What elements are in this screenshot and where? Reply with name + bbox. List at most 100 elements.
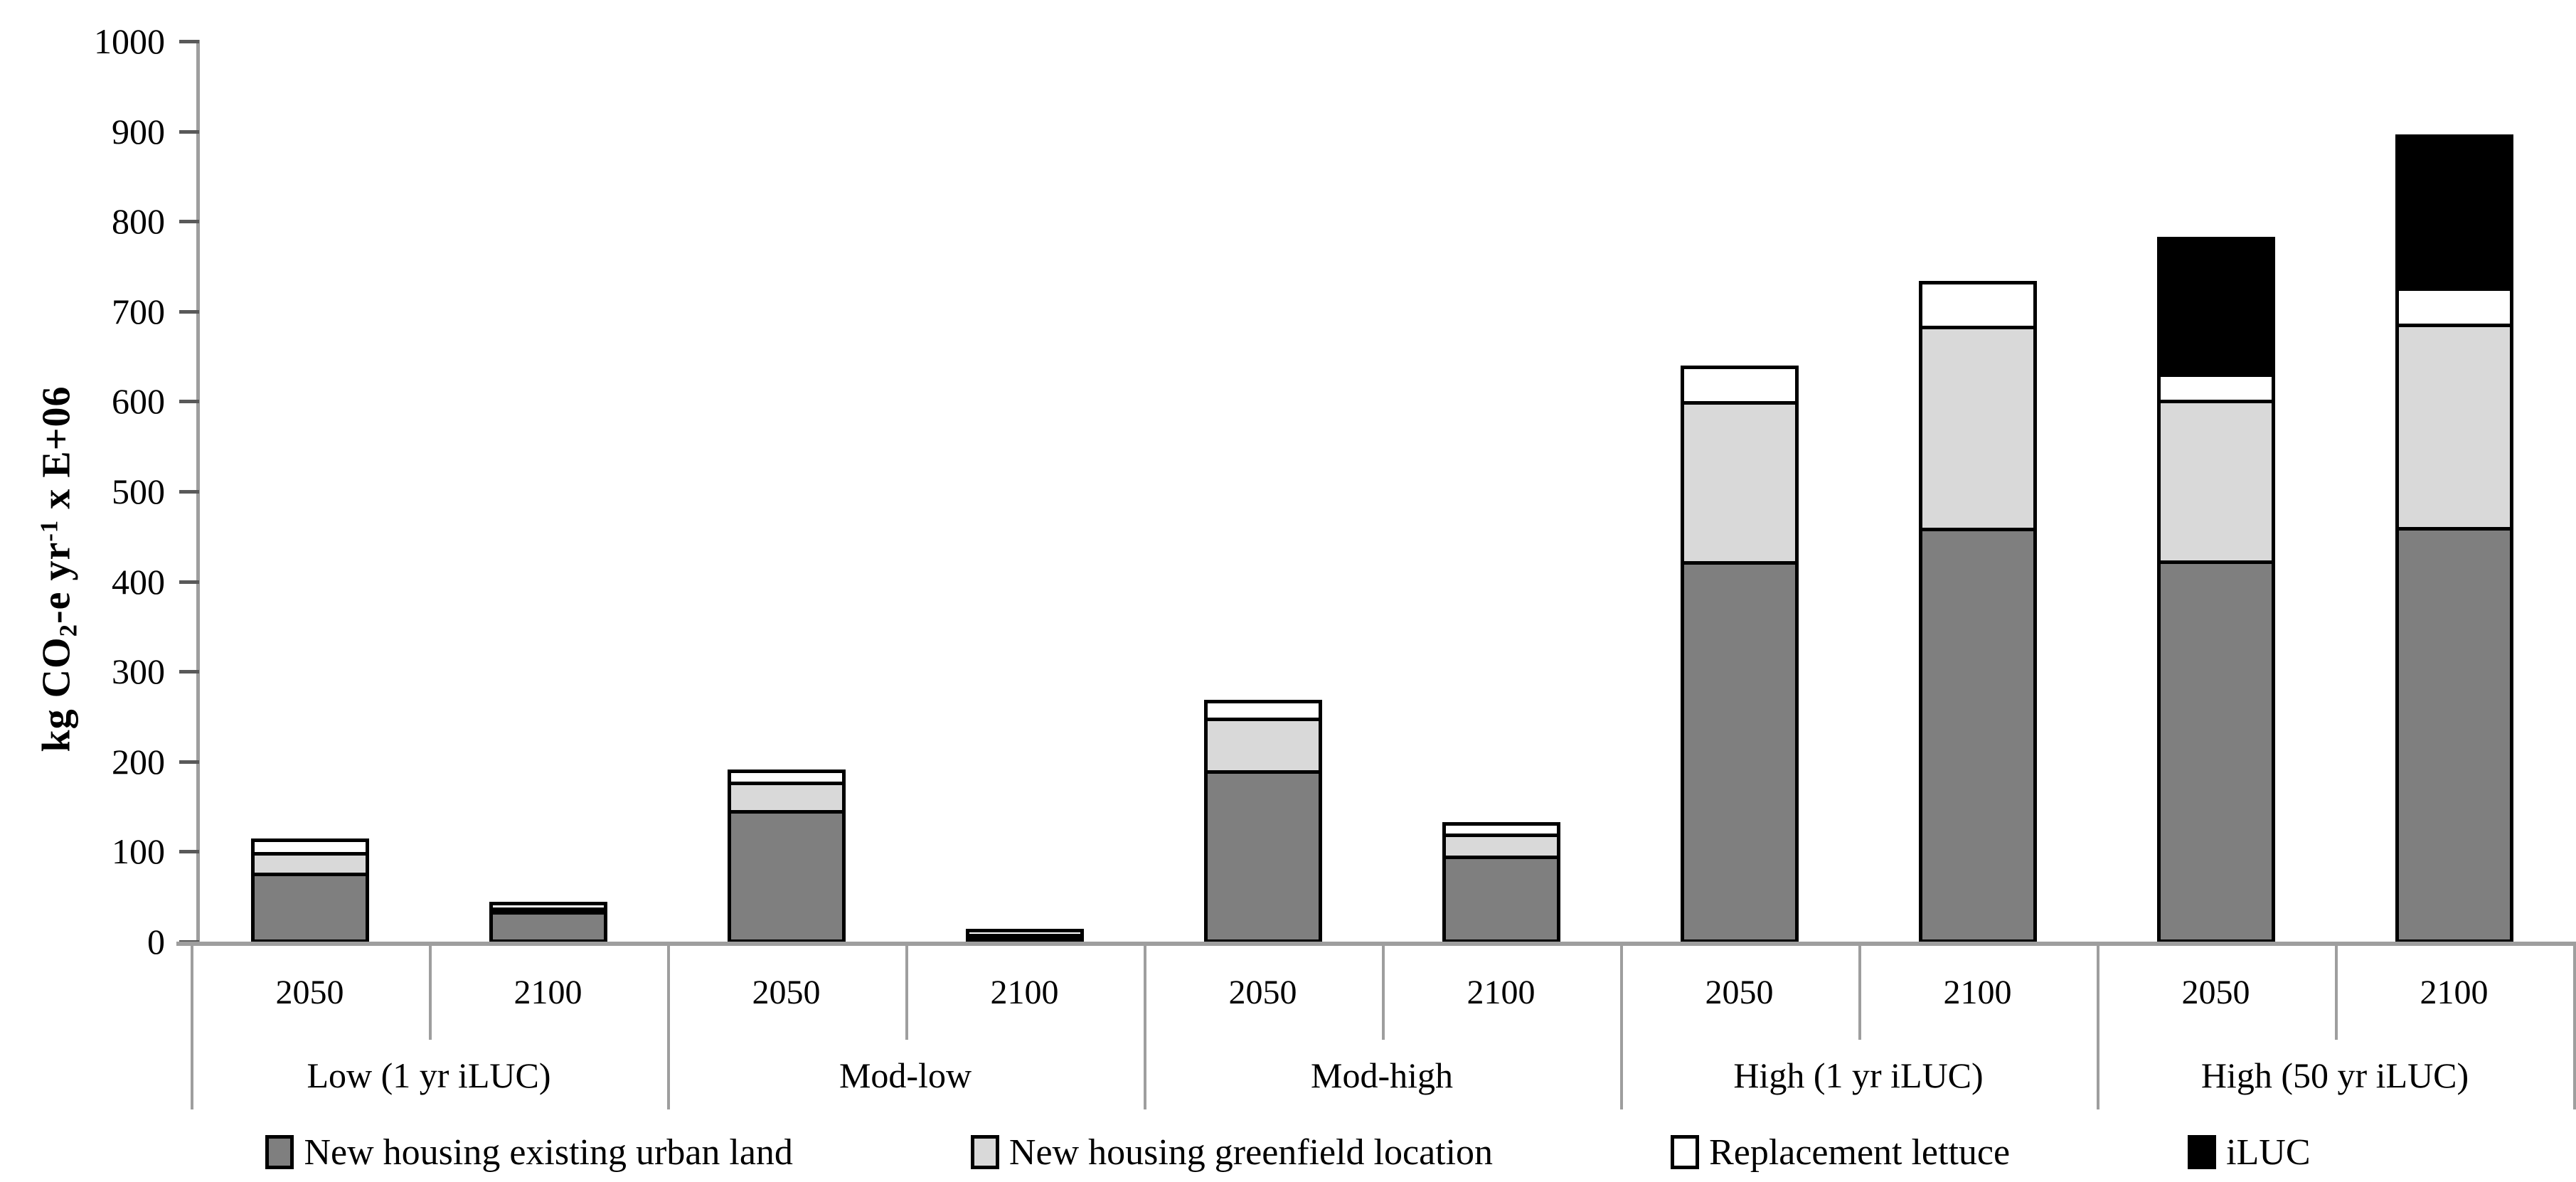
bar-high-1-yr-iluc--2100 xyxy=(1919,281,2037,943)
year-label: 2100 xyxy=(2420,974,2489,1011)
year-label: 2050 xyxy=(1705,974,1774,1011)
y-axis-tick-mark xyxy=(179,40,199,43)
bar-segment-greenfield xyxy=(2161,400,2272,561)
bar-segment-greenfield xyxy=(2399,324,2510,528)
group-label: Mod-high xyxy=(1311,1055,1453,1095)
y-axis-tick-label: 300 xyxy=(112,651,165,692)
bar-segment-replacement xyxy=(255,842,366,853)
bar-segment-existing xyxy=(969,937,1080,941)
y-axis-title-superscript: -1 xyxy=(35,519,63,542)
bar-segment-existing xyxy=(493,910,604,939)
year-separator xyxy=(429,942,432,1040)
y-axis-tick-label: 900 xyxy=(112,111,165,151)
legend-item-replacement: Replacement lettuce xyxy=(1671,1132,2010,1173)
y-axis-title-subscript: 2 xyxy=(54,624,83,637)
bar-segment-replacement xyxy=(1684,369,1795,402)
bar-segment-greenfield xyxy=(1922,325,2033,528)
bar-segment-greenfield xyxy=(493,907,604,911)
bar-segment-replacement xyxy=(2161,373,2272,400)
y-axis-tick-mark xyxy=(179,850,199,854)
legend-swatch-replacement xyxy=(1671,1135,1700,1169)
y-axis-tick-label: 700 xyxy=(112,291,165,331)
bar-segment-existing xyxy=(1208,770,1319,939)
bar-low-1-yr-iluc--2100 xyxy=(489,902,607,943)
legend-swatch-existing xyxy=(265,1135,294,1169)
y-axis-tick-mark xyxy=(179,580,199,584)
group-separator xyxy=(1620,942,1623,1109)
y-axis-tick-mark xyxy=(179,760,199,764)
y-axis-tick-mark xyxy=(179,309,199,314)
y-axis-tick-mark xyxy=(179,220,199,224)
y-axis-tick-mark xyxy=(179,490,199,494)
y-axis-tick-label: 100 xyxy=(112,831,165,872)
bar-segment-greenfield xyxy=(969,934,1080,937)
bar-mod-low-2100 xyxy=(966,929,1084,943)
y-axis-tick-mark xyxy=(179,400,199,404)
bar-segment-replacement xyxy=(1208,703,1319,718)
group-label: High (1 yr iLUC) xyxy=(1733,1055,1984,1095)
bar-segment-existing xyxy=(1446,855,1557,939)
year-label: 2100 xyxy=(1943,974,2012,1011)
y-axis-tick-label: 0 xyxy=(147,922,165,962)
year-label: 2050 xyxy=(2181,974,2250,1011)
y-axis-tick-label: 600 xyxy=(112,381,165,422)
bar-segment-greenfield xyxy=(255,852,366,873)
year-label: 2050 xyxy=(752,974,821,1011)
bar-segment-replacement xyxy=(731,773,842,782)
year-separator xyxy=(1858,942,1861,1040)
year-separator xyxy=(905,942,908,1040)
y-axis-tick-label: 1000 xyxy=(94,21,165,61)
legend-item-existing: New housing existing urban land xyxy=(265,1132,793,1173)
bar-segment-replacement xyxy=(969,932,1080,934)
group-separator xyxy=(1144,942,1146,1109)
bar-low-1-yr-iluc--2050 xyxy=(251,838,369,943)
group-label: Low (1 yr iLUC) xyxy=(307,1055,551,1095)
year-label: 2050 xyxy=(275,974,344,1011)
year-label: 2100 xyxy=(513,974,582,1011)
bar-segment-existing xyxy=(2161,560,2272,939)
legend-item-iluc: iLUC xyxy=(2188,1132,2311,1173)
bar-segment-greenfield xyxy=(1208,717,1319,770)
bar-segment-iluc xyxy=(2161,240,2272,373)
bar-segment-existing xyxy=(255,872,366,939)
year-label: 2050 xyxy=(1228,974,1297,1011)
y-axis-tick-label: 800 xyxy=(112,201,165,242)
legend-label-iluc: iLUC xyxy=(2226,1132,2311,1173)
y-axis-tick-mark xyxy=(179,670,199,674)
bar-segment-existing xyxy=(1684,561,1795,939)
year-label: 2100 xyxy=(1467,974,1536,1011)
legend-swatch-iluc xyxy=(2188,1135,2217,1169)
group-separator xyxy=(2573,942,2576,1109)
group-label: High (50 yr iLUC) xyxy=(2200,1055,2469,1095)
y-axis-tick-mark xyxy=(179,129,199,134)
group-separator xyxy=(191,942,193,1109)
bar-high-50-yr-iluc--2050 xyxy=(2157,237,2275,943)
y-axis-tick-label: 200 xyxy=(112,741,165,782)
bar-segment-replacement xyxy=(1446,826,1557,834)
bar-segment-existing xyxy=(2399,527,2510,939)
bar-segment-existing xyxy=(1922,528,2033,939)
bar-segment-iluc xyxy=(2399,138,2510,287)
legend-swatch-greenfield xyxy=(970,1135,999,1169)
year-separator xyxy=(2335,942,2338,1040)
x-axis-line xyxy=(176,942,2576,946)
year-label: 2100 xyxy=(990,974,1059,1011)
bar-segment-replacement xyxy=(1922,284,2033,326)
group-separator xyxy=(667,942,670,1109)
y-axis-tick-label: 400 xyxy=(112,561,165,602)
group-label: Mod-low xyxy=(839,1055,972,1095)
bar-segment-greenfield xyxy=(731,782,842,811)
bar-high-50-yr-iluc--2100 xyxy=(2395,134,2513,943)
bar-high-1-yr-iluc--2050 xyxy=(1681,366,1799,943)
legend-label-existing: New housing existing urban land xyxy=(304,1132,793,1173)
bar-segment-greenfield xyxy=(1446,833,1557,856)
year-separator xyxy=(1382,942,1385,1040)
bar-mod-high-2050 xyxy=(1204,700,1322,943)
y-axis-tick-label: 500 xyxy=(112,472,165,511)
legend-item-greenfield: New housing greenfield location xyxy=(970,1132,1493,1173)
bar-segment-greenfield xyxy=(1684,401,1795,562)
bar-segment-replacement xyxy=(493,905,604,907)
bar-mod-high-2100 xyxy=(1442,822,1560,943)
group-separator xyxy=(2097,942,2099,1109)
